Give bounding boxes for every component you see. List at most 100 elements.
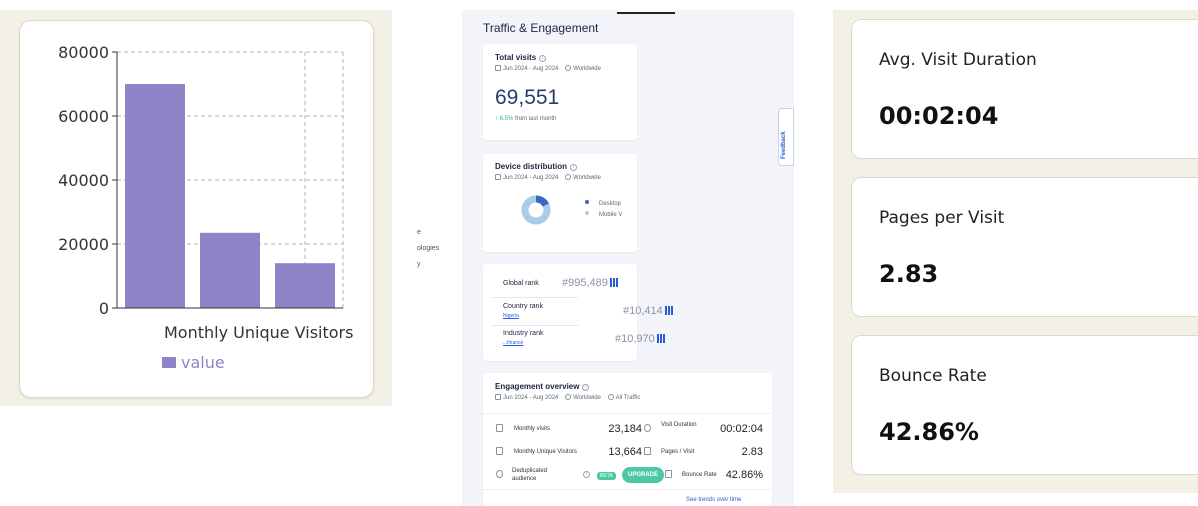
engagement-card: Engagement overview i Jun 2024 - Aug 2024… [483, 373, 772, 506]
metric-card-bounce-rate: Bounce Rate 42.86% [851, 335, 1198, 475]
global-rank-value: #995,489 [562, 277, 619, 290]
metric-label: Pages per Visit [879, 208, 1005, 228]
divider [492, 297, 578, 298]
legend-swatch [162, 357, 176, 368]
calendar-icon [495, 65, 501, 71]
user-icon [496, 447, 503, 455]
calendar-icon [495, 394, 501, 400]
device-title-text: Device distribution [495, 162, 568, 171]
metric-value: 42.86% [879, 418, 979, 446]
country-link[interactable]: Nigeria [503, 313, 519, 319]
region: Worldwide [573, 175, 601, 181]
country-rank-label: Country rank [503, 303, 544, 310]
legend-desktop-label: Desktop [599, 201, 622, 207]
metric-value: 2.83 [879, 260, 939, 288]
feedback-tab[interactable]: Feedback [778, 108, 794, 166]
device-donut-chart [521, 195, 551, 225]
legend-label: value [181, 353, 225, 372]
date-range: Jun 2024 - Aug 2024 [503, 395, 559, 401]
info-icon[interactable]: i [570, 164, 578, 171]
beta-badge: BETA [597, 472, 616, 480]
section-title: Traffic & Engagement [483, 21, 599, 35]
chart-card: 0 20000 40000 60000 80000 Monthly Unique Visi… [19, 20, 374, 398]
legend-mobile: Mobile V [585, 211, 622, 218]
region: Worldwide [573, 395, 601, 401]
upgrade-button[interactable]: UPGRADE [622, 467, 664, 483]
visit-duration-value: 00:02:04 [720, 423, 763, 435]
rank-bars-icon [609, 278, 619, 290]
total-visits-title: Total visits i [495, 53, 547, 62]
metrics-panel: Avg. Visit Duration 00:02:04 Pages per V… [833, 10, 1198, 493]
info-icon[interactable]: i [582, 384, 590, 391]
metric-label: Bounce Rate [879, 366, 987, 386]
monthly-visits-label: Monthly visits [514, 426, 551, 432]
industry-rank-number: #10,970 [615, 333, 655, 345]
rank-bars-icon [656, 334, 666, 346]
total-visits-title-text: Total visits [495, 53, 537, 62]
divider [492, 325, 578, 326]
chart-panel: 0 20000 40000 60000 80000 Monthly Unique Visi… [0, 10, 392, 406]
bar-chart: 0 20000 40000 60000 80000 Monthly Unique Visi… [58, 43, 353, 372]
info-icon[interactable]: i [583, 471, 590, 478]
change-suffix: from last month [515, 116, 557, 122]
traffic-panel: Traffic & Engagement Total visits i Jun 2… [462, 10, 794, 506]
change-percent: 6.5% [499, 116, 514, 122]
bounce-rate-label: Bounce Rate [682, 472, 717, 478]
divider [483, 413, 772, 414]
monthly-visits-value: 23,184 [608, 423, 642, 435]
divider [483, 489, 772, 490]
country-rank-value: #10,414 [623, 305, 674, 318]
sidebar-fragment-3: y [417, 261, 421, 268]
metric-card-pages-per-visit: Pages per Visit 2.83 [851, 177, 1198, 317]
audience-icon [496, 470, 503, 478]
calendar-icon [495, 174, 501, 180]
total-visits-meta: Jun 2024 - Aug 2024 Worldwide [495, 65, 601, 72]
donut-desktop-segment [521, 195, 551, 225]
dedup-audience-label: Deduplicated audience [512, 468, 548, 482]
unique-visitors-label: Monthly Unique Visitors [514, 449, 577, 455]
metric-label: Avg. Visit Duration [879, 50, 1037, 70]
engagement-title-text: Engagement overview [495, 382, 580, 391]
region: Worldwide [573, 66, 601, 72]
visit-duration-label: Visit Duration [661, 422, 697, 428]
sidebar-fragment-2: ologies [417, 245, 440, 252]
pages-per-visit-label: Pages / Visit [661, 449, 695, 455]
y-tick-label: 20000 [58, 235, 109, 254]
clock-icon [644, 424, 651, 432]
bar [275, 263, 335, 308]
y-tick-label: 0 [99, 299, 109, 318]
active-tab-indicator[interactable] [617, 10, 675, 14]
bar [125, 84, 185, 308]
unique-visitors-value: 13,664 [608, 446, 642, 458]
metric-card-visit-duration: Avg. Visit Duration 00:02:04 [851, 19, 1198, 159]
globe-icon [565, 174, 572, 180]
traffic-type: All Traffic [615, 395, 641, 401]
date-range: Jun 2024 - Aug 2024 [503, 66, 559, 72]
device-meta: Jun 2024 - Aug 2024 Worldwide [495, 174, 601, 181]
mobile-dot [585, 211, 589, 215]
y-tick-label: 60000 [58, 107, 109, 126]
engagement-meta: Jun 2024 - Aug 2024 Worldwide All Traffi… [495, 394, 640, 401]
info-icon[interactable]: i [539, 55, 547, 62]
see-trends-link[interactable]: See trends over time [686, 497, 742, 503]
global-rank-number: #995,489 [562, 277, 608, 289]
total-visits-change: ↑ 6.5% from last month [495, 116, 556, 122]
legend-mobile-label: Mobile V [599, 212, 623, 218]
legend-desktop: Desktop [585, 200, 621, 207]
arrow-up-icon: ↑ [495, 116, 498, 122]
metric-value: 00:02:04 [879, 102, 999, 130]
x-axis-title: Monthly Unique Visitors [164, 323, 353, 342]
ranks-card: Global rank #995,489 Country rank Nigeri… [483, 264, 673, 361]
globe-icon [565, 65, 572, 71]
pages-per-visit-value: 2.83 [741, 446, 763, 458]
desktop-dot [585, 200, 589, 204]
traffic-icon [607, 394, 614, 400]
total-visits-value: 69,551 [495, 86, 560, 109]
engagement-title: Engagement overview i [495, 382, 590, 391]
bar [200, 232, 260, 308]
calendar-icon [496, 424, 503, 432]
globe-icon [565, 394, 572, 400]
country-rank-number: #10,414 [623, 305, 663, 317]
bounce-icon [665, 470, 672, 478]
industry-link[interactable]: ...finance [503, 340, 524, 346]
